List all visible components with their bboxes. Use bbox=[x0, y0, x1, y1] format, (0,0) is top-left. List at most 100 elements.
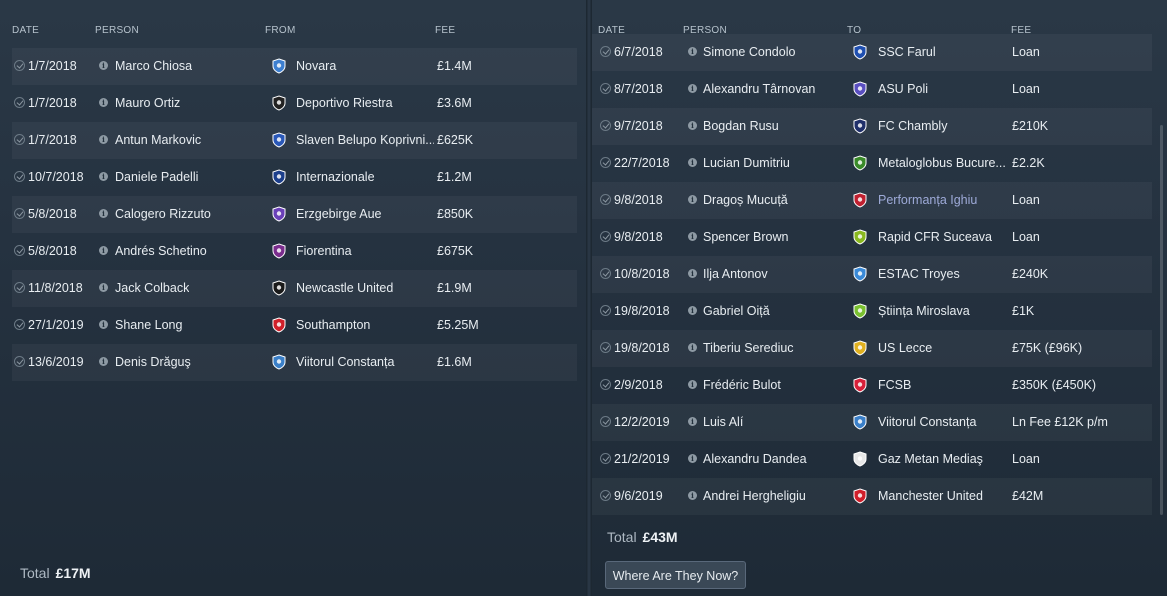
person-name[interactable]: Alexandru Dandea bbox=[703, 452, 807, 466]
person-name[interactable]: Lucian Dumitriu bbox=[703, 156, 790, 170]
table-row[interactable]: 12/2/2019 i Luis Alí Viitorul Constanța Ln F… bbox=[592, 404, 1152, 441]
person-name[interactable]: Shane Long bbox=[115, 318, 183, 332]
header-to[interactable]: TO bbox=[847, 25, 862, 36]
info-icon[interactable]: i bbox=[688, 269, 697, 278]
check-icon[interactable] bbox=[600, 46, 611, 57]
person-name[interactable]: Mauro Ortiz bbox=[115, 96, 181, 110]
info-icon[interactable]: i bbox=[99, 98, 108, 107]
club-name[interactable]: Rapid CFR Suceava bbox=[878, 230, 992, 244]
person-name[interactable]: Andrés Schetino bbox=[115, 244, 207, 258]
club-name[interactable]: Novara bbox=[296, 59, 337, 73]
info-icon[interactable]: i bbox=[99, 61, 108, 70]
check-icon[interactable] bbox=[14, 97, 25, 108]
club-name[interactable]: Metaloglobus Bucure... bbox=[878, 156, 1006, 170]
check-icon[interactable] bbox=[600, 194, 611, 205]
check-icon[interactable] bbox=[600, 268, 611, 279]
info-icon[interactable]: i bbox=[688, 232, 697, 241]
check-icon[interactable] bbox=[600, 157, 611, 168]
club-name[interactable]: Performanța Ighiu bbox=[878, 193, 978, 207]
info-icon[interactable]: i bbox=[688, 158, 697, 167]
check-icon[interactable] bbox=[600, 231, 611, 242]
header-from[interactable]: FROM bbox=[265, 25, 296, 36]
table-row[interactable]: 13/6/2019 i Denis Drăguş Viitorul Constanța… bbox=[12, 344, 577, 381]
person-name[interactable]: Daniele Padelli bbox=[115, 170, 199, 184]
check-icon[interactable] bbox=[600, 120, 611, 131]
check-icon[interactable] bbox=[14, 356, 25, 367]
check-icon[interactable] bbox=[14, 171, 25, 182]
club-name[interactable]: ESTAC Troyes bbox=[878, 267, 960, 281]
person-name[interactable]: Dragoș Mucuță bbox=[703, 193, 788, 207]
info-icon[interactable]: i bbox=[688, 343, 697, 352]
table-row[interactable]: 10/8/2018 i Ilja Antonov ESTAC Troyes £240K bbox=[592, 256, 1152, 293]
check-icon[interactable] bbox=[600, 342, 611, 353]
header-fee[interactable]: FEE bbox=[435, 25, 456, 36]
person-name[interactable]: Spencer Brown bbox=[703, 230, 789, 244]
info-icon[interactable]: i bbox=[688, 491, 697, 500]
club-name[interactable]: SSC Farul bbox=[878, 45, 936, 59]
table-row[interactable]: 1/7/2018 i Mauro Ortiz Deportivo Riestra £3.… bbox=[12, 85, 577, 122]
table-row[interactable]: 1/7/2018 i Antun Markovic Slaven Belupo Kop… bbox=[12, 122, 577, 159]
club-name[interactable]: Slaven Belupo Koprivni... bbox=[296, 133, 434, 147]
info-icon[interactable]: i bbox=[688, 380, 697, 389]
club-name[interactable]: Viitorul Constanța bbox=[296, 355, 395, 369]
table-row[interactable]: 11/8/2018 i Jack Colback Newcastle United £1… bbox=[12, 270, 577, 307]
check-icon[interactable] bbox=[14, 282, 25, 293]
info-icon[interactable]: i bbox=[688, 306, 697, 315]
club-name[interactable]: Gaz Metan Mediaş bbox=[878, 452, 983, 466]
club-name[interactable]: Fiorentina bbox=[296, 244, 352, 258]
person-name[interactable]: Simone Condolo bbox=[703, 45, 796, 59]
header-person[interactable]: PERSON bbox=[95, 25, 140, 36]
info-icon[interactable]: i bbox=[688, 195, 697, 204]
club-name[interactable]: FCSB bbox=[878, 378, 912, 392]
person-name[interactable]: Gabriel Oiță bbox=[703, 304, 770, 318]
check-icon[interactable] bbox=[14, 245, 25, 256]
where-are-they-now-button[interactable]: Where Are They Now? bbox=[605, 561, 746, 589]
header-fee[interactable]: FEE bbox=[1011, 25, 1032, 36]
check-icon[interactable] bbox=[600, 490, 611, 501]
person-name[interactable]: Tiberiu Serediuc bbox=[703, 341, 794, 355]
club-name[interactable]: Erzgebirge Aue bbox=[296, 207, 382, 221]
check-icon[interactable] bbox=[14, 208, 25, 219]
check-icon[interactable] bbox=[600, 379, 611, 390]
table-row[interactable]: 2/9/2018 i Frédéric Bulot FCSB £350K (£450K) bbox=[592, 367, 1152, 404]
info-icon[interactable]: i bbox=[688, 84, 697, 93]
club-name[interactable]: FC Chambly bbox=[878, 119, 948, 133]
info-icon[interactable]: i bbox=[99, 246, 108, 255]
info-icon[interactable]: i bbox=[99, 283, 108, 292]
info-icon[interactable]: i bbox=[688, 454, 697, 463]
club-name[interactable]: Deportivo Riestra bbox=[296, 96, 393, 110]
club-name[interactable]: Manchester United bbox=[878, 489, 983, 503]
check-icon[interactable] bbox=[14, 319, 25, 330]
info-icon[interactable]: i bbox=[99, 357, 108, 366]
table-row[interactable]: 27/1/2019 i Shane Long Southampton £5.25M bbox=[12, 307, 577, 344]
person-name[interactable]: Andrei Hergheligiu bbox=[703, 489, 806, 503]
club-name[interactable]: Newcastle United bbox=[296, 281, 394, 295]
check-icon[interactable] bbox=[14, 60, 25, 71]
club-name[interactable]: Southampton bbox=[296, 318, 371, 332]
check-icon[interactable] bbox=[600, 416, 611, 427]
person-name[interactable]: Calogero Rizzuto bbox=[115, 207, 211, 221]
table-row[interactable]: 9/8/2018 i Spencer Brown Rapid CFR Suceava L… bbox=[592, 219, 1152, 256]
info-icon[interactable]: i bbox=[99, 209, 108, 218]
table-row[interactable]: 9/6/2019 i Andrei Hergheligiu Manchester Un… bbox=[592, 478, 1152, 515]
header-person[interactable]: PERSON bbox=[683, 25, 728, 36]
header-date[interactable]: DATE bbox=[12, 25, 40, 36]
person-name[interactable]: Ilja Antonov bbox=[703, 267, 768, 281]
info-icon[interactable]: i bbox=[688, 47, 697, 56]
club-name[interactable]: Viitorul Constanța bbox=[878, 415, 977, 429]
scrollbar[interactable] bbox=[1160, 125, 1163, 515]
person-name[interactable]: Marco Chiosa bbox=[115, 59, 193, 73]
info-icon[interactable]: i bbox=[99, 320, 108, 329]
table-row[interactable]: 6/7/2018 i Simone Condolo SSC Farul Loan bbox=[592, 34, 1152, 71]
person-name[interactable]: Antun Markovic bbox=[115, 133, 202, 147]
info-icon[interactable]: i bbox=[99, 135, 108, 144]
table-row[interactable]: 8/7/2018 i Alexandru Târnovan ASU Poli Loan bbox=[592, 71, 1152, 108]
person-name[interactable]: Bogdan Rusu bbox=[703, 119, 779, 133]
table-row[interactable]: 22/7/2018 i Lucian Dumitriu Metaloglobus Bu… bbox=[592, 145, 1152, 182]
table-row[interactable]: 21/2/2019 i Alexandru Dandea Gaz Metan Medi… bbox=[592, 441, 1152, 478]
check-icon[interactable] bbox=[14, 134, 25, 145]
person-name[interactable]: Jack Colback bbox=[115, 281, 190, 295]
person-name[interactable]: Alexandru Târnovan bbox=[703, 82, 816, 96]
check-icon[interactable] bbox=[600, 453, 611, 464]
person-name[interactable]: Denis Drăguş bbox=[115, 355, 191, 369]
